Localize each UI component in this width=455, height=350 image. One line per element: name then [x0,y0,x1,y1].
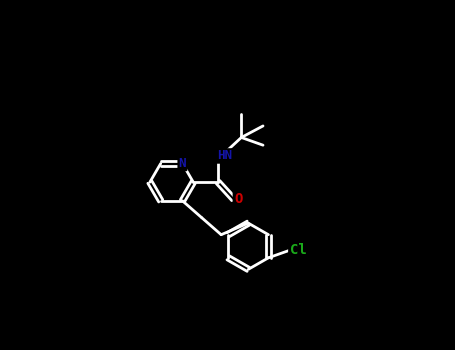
Text: O: O [234,192,243,206]
Text: HN: HN [217,149,232,162]
Text: Cl: Cl [289,243,306,257]
Text: N: N [179,157,186,170]
